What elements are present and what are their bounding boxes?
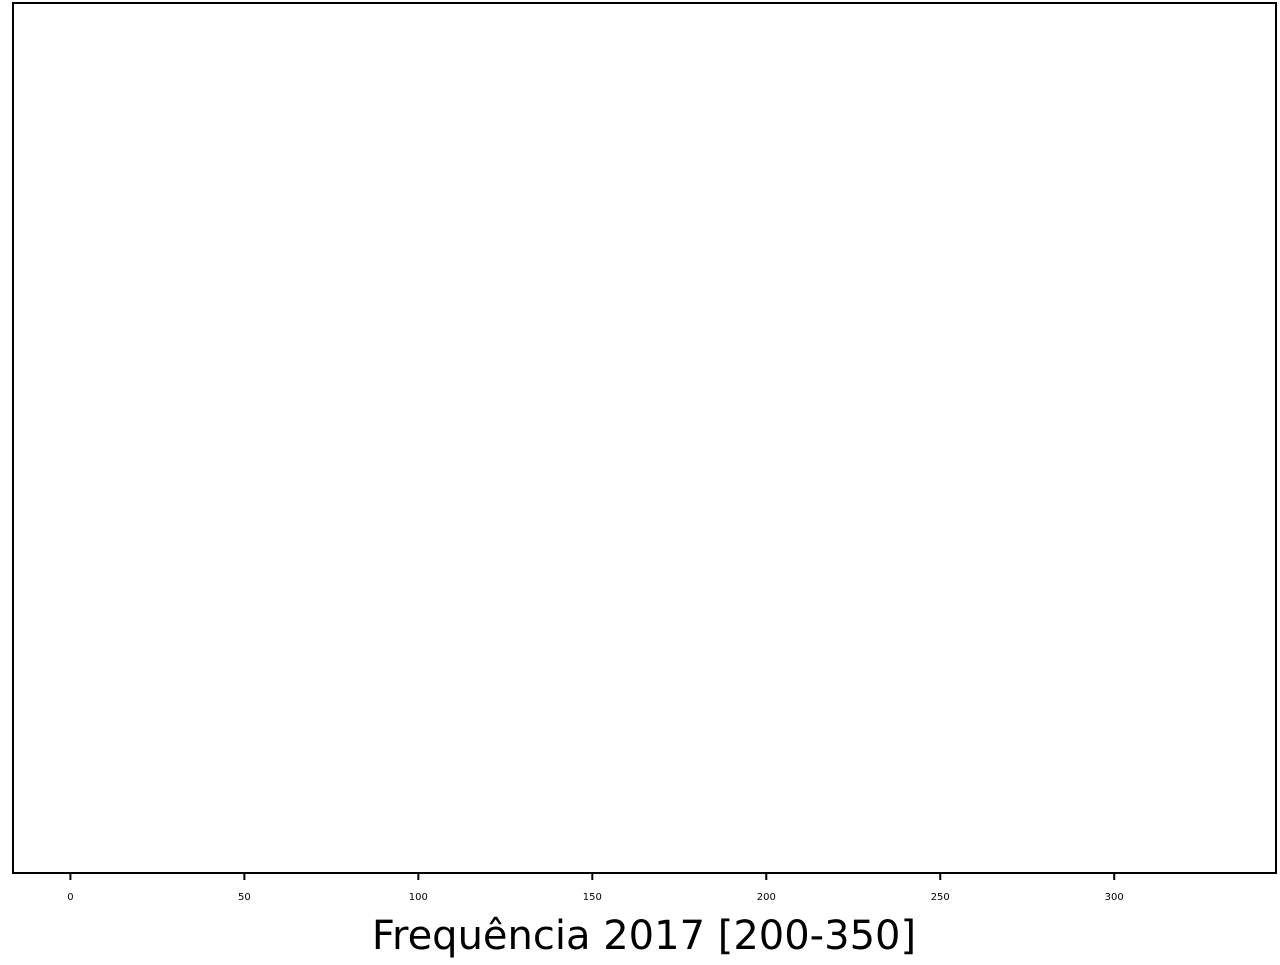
x-tick-label: 150 bbox=[583, 892, 602, 903]
x-tick-label: 200 bbox=[757, 892, 776, 903]
x-tick-label: 50 bbox=[238, 892, 251, 903]
x-tick-label: 0 bbox=[67, 892, 73, 903]
plot-area bbox=[12, 2, 1277, 874]
x-tick-label: 100 bbox=[409, 892, 428, 903]
x-tick-label: 300 bbox=[1105, 892, 1124, 903]
x-axis-ticks: 0 50 100 150 200 250 300 bbox=[67, 873, 1124, 903]
x-axis-title: Frequência 2017 [200-350] bbox=[372, 913, 916, 959]
x-tick-label: 250 bbox=[931, 892, 950, 903]
